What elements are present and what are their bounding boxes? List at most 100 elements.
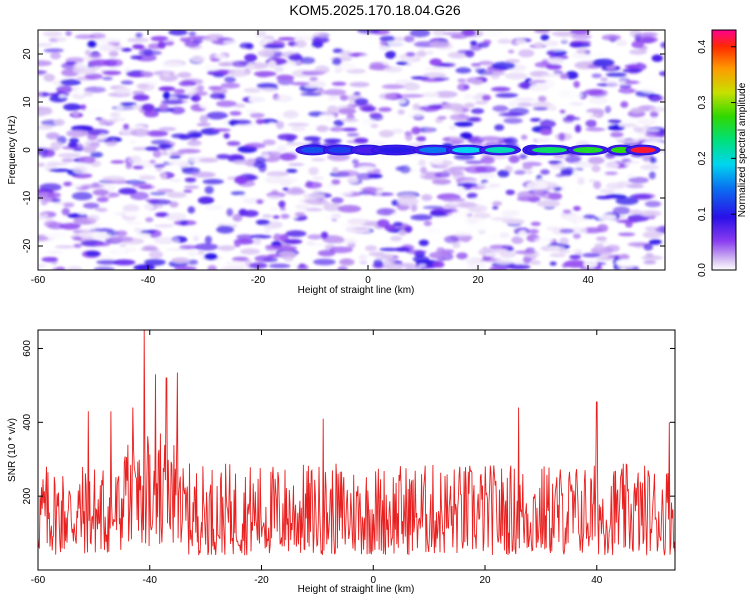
spectrogram-cell	[503, 117, 523, 124]
spectrogram-cell	[243, 87, 262, 93]
ridge-point	[630, 147, 656, 153]
spectrogram-cell	[518, 49, 535, 58]
spectrogram-cell	[38, 125, 54, 130]
spectrogram-x-label: Height of straight line (km)	[298, 285, 415, 296]
spectrogram-cell	[80, 184, 104, 189]
spectrogram-cell	[441, 103, 465, 110]
spectrogram-cell	[547, 104, 557, 112]
spectrogram-cell	[232, 213, 243, 222]
spectrogram-cell	[331, 179, 341, 185]
spectrogram-cell	[242, 210, 259, 217]
spectrogram-cell	[143, 110, 159, 118]
spectrogram-cell	[605, 244, 620, 253]
spectrogram-cell	[150, 36, 169, 42]
spectrogram-cell	[289, 186, 303, 193]
spectrogram-cell	[574, 187, 581, 195]
spectrogram-cell	[540, 34, 550, 41]
spectrogram-cell	[260, 118, 278, 124]
spectrogram-cell	[309, 77, 318, 81]
spectrogram-cell	[197, 196, 215, 205]
spectrogram-cell	[166, 192, 187, 198]
spectrogram-cell	[87, 214, 100, 222]
spectrogram-cell	[497, 38, 512, 44]
spectrogram-cell	[43, 73, 55, 82]
spectrogram-cell	[132, 94, 150, 101]
spectrogram-cell	[499, 251, 516, 258]
spectrogram-cell	[232, 119, 252, 125]
spectrogram-cell	[548, 57, 564, 65]
spectrogram-cell	[449, 201, 460, 206]
spectrogram-cell	[571, 33, 592, 40]
spectrogram-cell	[444, 235, 459, 244]
spectrogram-cell	[363, 126, 372, 135]
spectrogram-cell	[254, 255, 274, 262]
spectrogram-cell	[515, 38, 527, 45]
spectrogram-cell	[376, 219, 390, 228]
spectrogram-cell	[204, 186, 214, 194]
y-tick-label: 200	[22, 487, 33, 504]
spectrogram-cell	[255, 30, 267, 38]
spectrogram-cell	[130, 55, 143, 60]
spectrogram-cell	[410, 214, 433, 221]
spectrogram-cell	[467, 262, 487, 270]
spectrogram-cell	[168, 30, 188, 36]
spectrogram-cell	[154, 224, 175, 228]
spectrogram-cell	[78, 230, 101, 238]
spectrogram-cell	[263, 44, 285, 49]
spectrogram-cell	[294, 40, 307, 48]
spectrogram-cell	[161, 99, 184, 105]
spectrogram-cell	[540, 169, 550, 175]
spectrogram-cell	[72, 148, 84, 152]
spectrogram-cell	[434, 171, 451, 178]
spectrogram-cell	[587, 156, 605, 165]
spectrogram-cell	[501, 209, 521, 217]
spectrogram-cell	[583, 214, 596, 219]
spectrogram-cell	[562, 209, 572, 214]
spectrogram-cell	[640, 164, 660, 171]
spectrogram-cell	[520, 134, 528, 140]
spectrogram-cell	[423, 220, 432, 227]
spectrogram-cell	[346, 132, 360, 137]
spectrogram-cell	[607, 112, 629, 119]
spectrogram-cell	[492, 105, 509, 112]
spectrogram-cell	[141, 103, 155, 112]
spectrogram-cell	[129, 140, 137, 144]
spectrogram-cell	[257, 49, 274, 58]
spectrogram-cell	[199, 100, 214, 109]
spectrogram-cell	[455, 67, 472, 74]
spectrogram-cell	[73, 166, 87, 175]
spectrogram-cell	[349, 81, 370, 88]
spectrogram-cell	[639, 32, 658, 37]
spectrogram-cell	[491, 86, 511, 92]
spectrogram-cell	[599, 189, 615, 194]
spectrogram-cell	[437, 116, 447, 120]
spectrogram-cell	[128, 73, 145, 78]
spectrogram-cell	[415, 260, 433, 264]
spectrogram-cell	[311, 41, 324, 48]
spectrogram-cell	[471, 79, 483, 85]
spectrogram-cell	[141, 233, 151, 238]
y-tick-label: 20	[22, 48, 33, 60]
spectrogram-cell	[378, 45, 390, 51]
spectrogram-cell	[606, 80, 618, 88]
spectrogram-cell	[432, 261, 445, 268]
spectrogram-cell	[261, 214, 273, 218]
spectrogram-cell	[412, 103, 421, 111]
spectrogram-cell	[327, 105, 339, 114]
spectrogram-cell	[643, 260, 657, 265]
spectrogram-cell	[144, 258, 166, 266]
spectrogram-cell	[417, 159, 427, 167]
spectrogram-cell	[591, 73, 602, 79]
spectrogram-cell	[210, 58, 221, 62]
spectrogram-x-axis: -60 -40 -20 0 20 40	[31, 30, 594, 286]
spectrogram-cell	[143, 80, 160, 85]
spectrogram-cell	[321, 111, 334, 116]
colorbar: 0.0 0.1 0.2 0.3 0.4 Normalized spectral ampl…	[697, 29, 748, 277]
spectrogram-cell	[63, 115, 72, 123]
spectrogram-cell	[370, 123, 379, 128]
spectrogram-cell	[170, 151, 185, 156]
spectrogram-cell	[565, 214, 588, 223]
spectrogram-cell	[429, 40, 452, 48]
spectrogram-cell	[179, 245, 198, 250]
spectrogram-cell	[323, 203, 342, 212]
